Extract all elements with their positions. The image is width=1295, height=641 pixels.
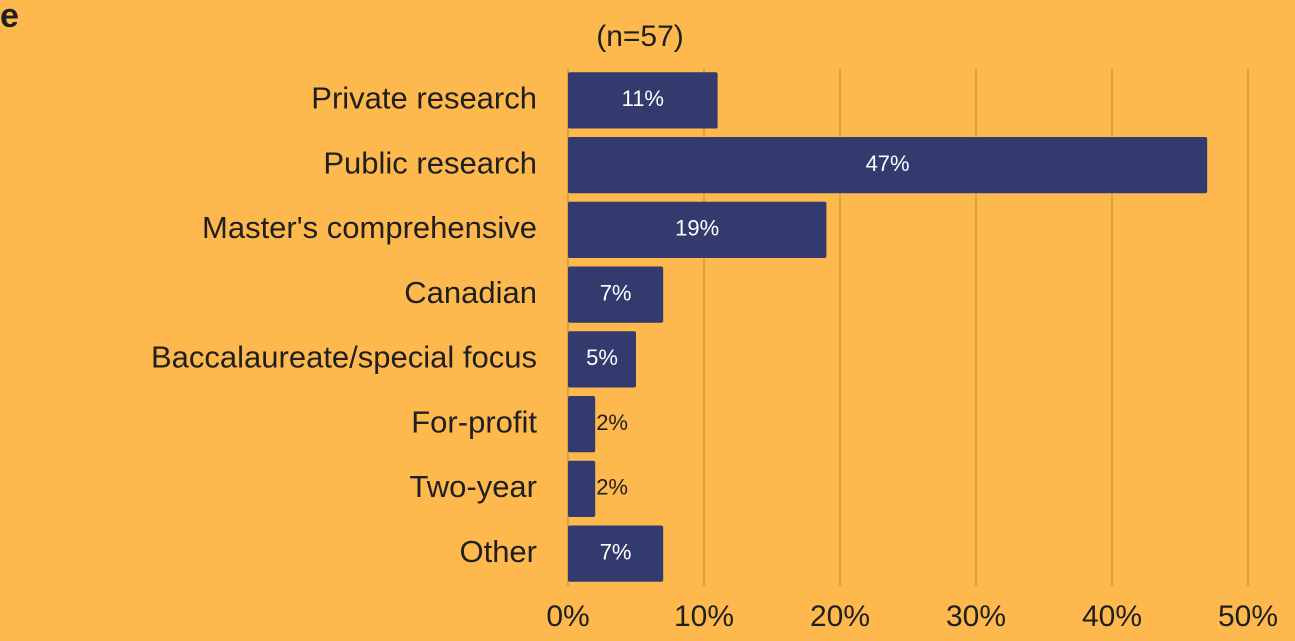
category-label: Other [459,534,537,569]
category-label: Master's comprehensive [202,210,537,245]
value-label: 7% [600,280,632,305]
x-tick-label: 20% [810,600,870,633]
category-label: Public research [323,145,537,180]
bar [568,525,664,582]
corner-label: e [0,0,19,35]
bar [568,72,718,129]
value-label: 19% [675,216,719,241]
value-label: 5% [586,345,618,370]
bar [568,460,596,518]
bar [568,201,827,259]
x-tick-label: 30% [946,600,1006,633]
category-label: Canadian [404,275,537,310]
value-label: 2% [596,475,628,500]
bar [568,266,664,323]
value-label: 2% [596,410,628,435]
category-label: For-profit [411,404,537,439]
chart-subtitle: (n=57) [596,20,684,53]
bar [568,395,596,453]
x-tick-label: 10% [674,600,734,633]
x-tick-label: 50% [1218,600,1278,633]
category-label: Two-year [410,469,537,504]
bar [568,136,1208,194]
bar [568,331,636,388]
x-tick-label: 40% [1082,600,1142,633]
x-tick-label: 0% [546,600,589,633]
category-label: Baccalaureate/special focus [151,340,537,375]
category-label: Private research [311,81,537,116]
value-label: 11% [622,86,664,111]
value-label: 7% [600,539,632,564]
value-label: 47% [866,151,910,176]
